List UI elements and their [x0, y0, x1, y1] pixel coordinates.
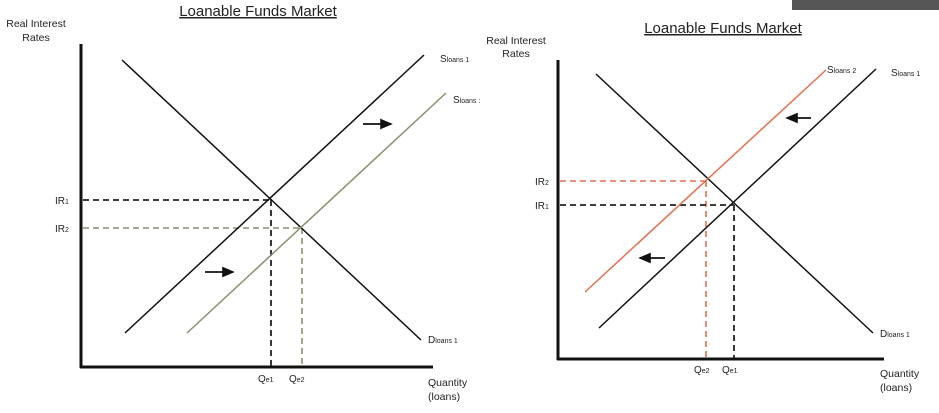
webcam-thumbnail: [792, 0, 939, 10]
left-s1-label: Sloans 1: [440, 54, 469, 65]
right-x-axis-label-line2: (loans): [880, 382, 912, 394]
right-qe2-label: Qe2: [694, 365, 710, 376]
right-y-axis-label-line1: Real Interest: [486, 35, 546, 47]
left-title: Loanable Funds Market: [179, 3, 337, 20]
right-title: Loanable Funds Market: [644, 20, 802, 37]
left-supply-curve-2: [186, 92, 447, 334]
left-demand-curve: [121, 59, 422, 341]
right-supply-curve-2: [584, 69, 827, 293]
left-qe2-label: Qe2: [289, 374, 305, 385]
left-qe1-label: Qe1: [258, 374, 274, 385]
left-x-axis-label-line2: (loans): [428, 391, 460, 403]
right-graph: Loanable Funds Market Real Interest Rate…: [486, 20, 920, 394]
right-s2-label: Sloans 2: [827, 65, 856, 76]
right-supply-curve-1: [598, 68, 877, 329]
left-graph: Loanable Funds Market Real Interest Rate…: [6, 3, 480, 403]
right-x-axis-label-line1: Quantity: [880, 368, 920, 380]
right-ir1-label: IR1: [535, 201, 549, 212]
right-d1-label: Dloans 1: [880, 329, 910, 340]
left-y-axis-label-line1: Real Interest: [6, 18, 66, 30]
left-s2-label: Sloans :: [453, 95, 480, 106]
right-y-axis-label-line2: Rates: [502, 48, 529, 60]
right-demand-curve: [595, 73, 874, 334]
left-d1-label: Dloans 1: [428, 335, 458, 346]
left-y-axis-label-line2: Rates: [22, 32, 49, 44]
left-x-axis-label-line1: Quantity: [428, 377, 468, 389]
right-s1-label: Sloans 1: [891, 68, 920, 79]
right-qe1-label: Qe1: [722, 365, 738, 376]
left-ir1-label: IR1: [55, 196, 69, 207]
left-supply-curve-1: [124, 54, 425, 334]
left-ir2-label: IR2: [55, 224, 69, 235]
right-ir2-label: IR2: [535, 177, 549, 188]
